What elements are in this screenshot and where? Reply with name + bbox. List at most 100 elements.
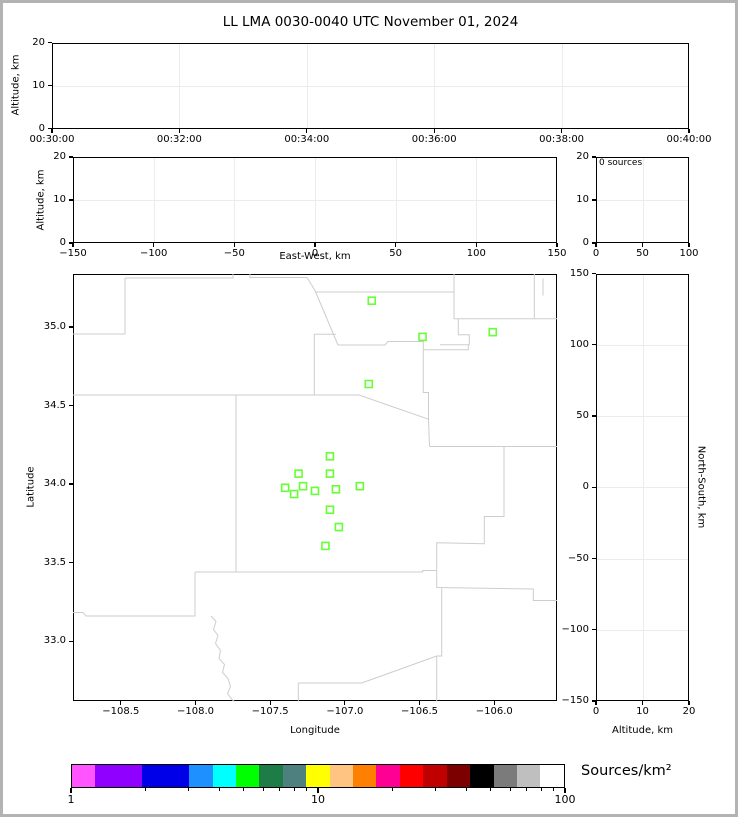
lma-source-marker (280, 482, 290, 492)
histogram-annotation: 0 sources (599, 158, 643, 168)
map-panel-xtick (344, 701, 346, 705)
map-panel-xtick (194, 701, 197, 705)
county-boundary-line (73, 571, 196, 616)
ns-height-panel-ytick-label: −150 (561, 695, 589, 706)
time-height-panel-ytick (48, 84, 52, 87)
colorbar-tick-label: 10 (311, 792, 325, 806)
time-height-panel-xtick (51, 128, 53, 133)
ew-height-panel (73, 157, 557, 243)
map-panel-ytick-label: 35.0 (43, 320, 66, 332)
colorbar-major-tick (564, 787, 566, 793)
ew-height-panel-ytick-label: 20 (53, 151, 66, 162)
histogram-panel-xtick-label: 100 (679, 248, 699, 259)
histogram-panel-ytick-label: 20 (576, 151, 589, 162)
county-boundary-line (249, 273, 307, 278)
colorbar (71, 763, 565, 788)
figure-canvas: LL LMA 0030-0040 UTC November 01, 2024 A… (3, 3, 735, 814)
histogram-panel-xtick (688, 243, 690, 247)
ns-height-panel-xtick-label: 0 (592, 706, 600, 717)
time-height-panel-xtick (561, 128, 563, 133)
ew-height-panel-ytick-label: 0 (59, 237, 66, 248)
county-boundary-line (440, 318, 470, 345)
time-height-panel-ytick-label: 0 (38, 122, 45, 134)
colorbar-segment (517, 764, 541, 787)
ns-height-panel-ytick (592, 344, 596, 346)
county-boundary-line (73, 277, 126, 334)
map-panel-ytick (69, 326, 73, 328)
ns-height-panel-ytick-label: 100 (569, 338, 589, 350)
ns-height-panel-xtick (688, 701, 690, 705)
colorbar-segment (235, 764, 260, 787)
ew-height-panel-xtick-label: −50 (223, 248, 245, 259)
colorbar-segment (189, 764, 213, 787)
colorbar-segment (72, 764, 96, 787)
map-panel-xtick-label: −108.0 (176, 706, 215, 717)
lma-source-marker (418, 332, 427, 341)
colorbar-segment (423, 764, 447, 787)
colorbar-minor-tick (293, 787, 295, 791)
colorbar-segment (118, 764, 143, 787)
ns-height-panel-ytick (592, 700, 596, 702)
county-boundary-line (436, 446, 557, 601)
ns-height-ylabel-right: North-South, km (695, 445, 707, 529)
colorbar-tick-label: 1 (67, 792, 75, 806)
ns-height-panel-ytick-label: −100 (561, 623, 589, 635)
colorbar-segment (306, 764, 330, 787)
map-panel-ytick-label: 33.0 (43, 635, 66, 647)
ns-height-panel-gridline (597, 629, 688, 631)
county-boundary-line (436, 587, 443, 701)
map-panel-xtick-label: −108.5 (102, 706, 140, 717)
map-xlabel: Longitude (290, 725, 340, 736)
ns-height-panel-gridline (597, 344, 688, 346)
colorbar-segment (399, 764, 424, 787)
colorbar-minor-tick (188, 787, 190, 791)
map-panel-xtick-label: −107.5 (251, 706, 289, 717)
colorbar-segment (376, 764, 400, 787)
time-height-panel-gridline (53, 85, 688, 87)
ns-height-panel-xtick-label: 20 (682, 706, 696, 717)
colorbar-major-tick (317, 787, 319, 793)
lma-source-marker (289, 489, 299, 498)
ns-height-panel-gridline (597, 415, 688, 417)
time-height-panel-xtick-label: 00:38:00 (539, 133, 585, 145)
county-boundary-line (423, 344, 469, 350)
figure-title: LL LMA 0030-0040 UTC November 01, 2024 (222, 14, 519, 30)
map-panel (73, 273, 557, 701)
ew-height-panel-ytick (69, 242, 73, 244)
colorbar-minor-tick (553, 787, 555, 791)
lma-source-marker (310, 486, 320, 495)
ns-height-panel-ytick (592, 272, 596, 275)
time-height-panel-xtick (433, 128, 435, 133)
map-panel-ytick-label: 34.5 (43, 399, 66, 411)
ew-height-panel-ytick (69, 199, 73, 201)
ew-height-panel-xtick (395, 243, 397, 247)
ns-height-panel-xtick (641, 701, 644, 705)
time-height-panel (52, 42, 689, 129)
colorbar-minor-tick (391, 787, 393, 791)
ns-height-xlabel: Altitude, km (612, 725, 673, 736)
ns-height-panel-ytick (592, 557, 596, 560)
lma-source-marker (331, 484, 341, 494)
map-panel-ytick (69, 404, 73, 407)
map-panel-xtick (493, 701, 495, 705)
time-height-panel-ytick-label: 20 (32, 36, 45, 48)
ns-height-panel-gridline (597, 558, 688, 560)
histogram-panel-gridline (597, 200, 688, 201)
time-height-panel-xtick-label: 00:30:00 (29, 133, 75, 145)
colorbar-segment (95, 764, 119, 787)
time-height-panel-xtick-label: 00:40:00 (666, 133, 712, 145)
map-panel-xtick (269, 701, 271, 705)
ew-height-xlabel: East-West, km (279, 251, 351, 262)
lma-source-marker (355, 481, 365, 490)
colorbar-minor-tick (509, 787, 511, 791)
county-boundary-line (298, 655, 437, 683)
ew-height-panel-xtick-label: 100 (466, 248, 486, 259)
map-panel-ytick-label: 34.0 (43, 478, 66, 490)
ew-height-panel-gridline (74, 200, 556, 201)
histogram-panel (596, 157, 689, 243)
colorbar-segment (282, 764, 307, 787)
ns-height-panel-ytick (592, 415, 596, 417)
histogram-panel-ytick (592, 242, 596, 244)
colorbar-segment (165, 764, 190, 787)
